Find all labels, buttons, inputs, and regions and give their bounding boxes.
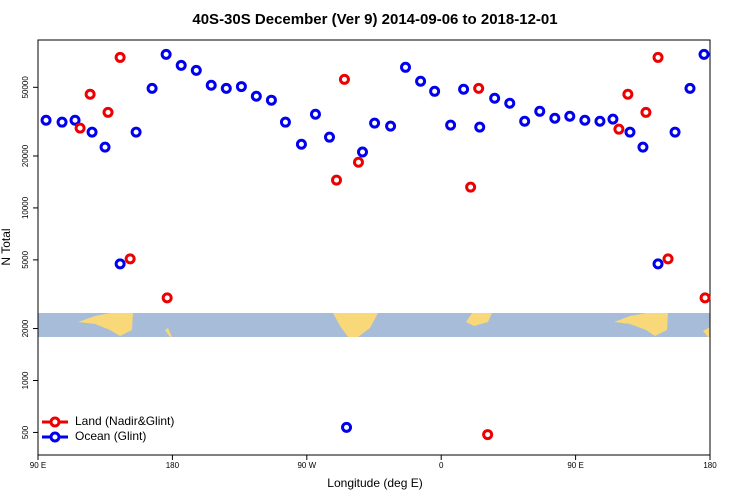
data-point [338, 73, 350, 85]
data-point [579, 114, 591, 126]
data-point [114, 51, 126, 63]
data-point [84, 88, 96, 100]
data-point [519, 115, 531, 127]
data-point [504, 97, 516, 109]
data-point [640, 106, 652, 118]
data-point [175, 59, 187, 71]
data-point [323, 131, 335, 143]
data-point [86, 126, 98, 138]
x-tick-label: 180 [166, 461, 180, 470]
data-point [74, 122, 86, 134]
x-tick-label: 90 W [297, 461, 316, 470]
data-point [357, 146, 369, 158]
y-tick-label: 50000 [21, 76, 30, 99]
data-point [369, 117, 381, 129]
data-point [124, 253, 136, 265]
data-point [205, 79, 217, 91]
data-point [549, 112, 561, 124]
data-point [102, 106, 114, 118]
data-point [415, 75, 427, 87]
data-point [146, 82, 158, 94]
data-point [235, 81, 247, 93]
y-tick-label: 20000 [21, 144, 30, 167]
plot-frame [37, 39, 711, 456]
map-strip [38, 313, 710, 337]
data-point [684, 82, 696, 94]
data-point [637, 141, 649, 153]
data-point [352, 156, 364, 168]
legend-label: Ocean (Glint) [75, 429, 146, 443]
y-tick-label: 2000 [21, 319, 30, 337]
y-axis-label: N Total [0, 228, 13, 265]
data-point [594, 115, 606, 127]
x-tick-label: 0 [439, 461, 444, 470]
data-point [473, 82, 485, 94]
data-point [458, 83, 470, 95]
data-point [698, 48, 710, 60]
data-point [564, 110, 576, 122]
data-point [699, 292, 711, 304]
data-point [40, 114, 52, 126]
data-point [429, 85, 441, 97]
data-point [489, 92, 501, 104]
data-point [400, 61, 412, 73]
y-tick-label: 500 [21, 425, 30, 439]
chart-title: 40S-30S December (Ver 9) 2014-09-06 to 2… [192, 11, 557, 28]
data-point [465, 181, 477, 193]
data-point [474, 121, 486, 133]
data-point [652, 51, 664, 63]
data-point [160, 48, 172, 60]
data-point [56, 116, 68, 128]
legend-label: Land (Nadir&Glint) [75, 414, 174, 428]
data-point [190, 64, 202, 76]
data-point [309, 108, 321, 120]
data-point [482, 429, 494, 441]
x-tick-label: 90 E [567, 461, 583, 470]
data-point [114, 258, 126, 270]
data-point [69, 114, 81, 126]
data-point [607, 113, 619, 125]
legend-swatch [49, 416, 61, 428]
data-point [669, 126, 681, 138]
y-tick-label: 5000 [21, 250, 30, 268]
y-tick-label: 1000 [21, 371, 30, 389]
data-point [250, 90, 262, 102]
data-point [613, 123, 625, 135]
x-axis-label: Longitude (deg E) [327, 476, 422, 490]
data-point [385, 120, 397, 132]
legend-swatch [49, 431, 61, 443]
data-point [265, 94, 277, 106]
data-point [331, 174, 343, 186]
data-point [220, 82, 232, 94]
data-point [279, 116, 291, 128]
data-point [341, 421, 353, 433]
data-point [99, 141, 111, 153]
y-tick-label: 10000 [21, 196, 30, 219]
data-point [622, 88, 634, 100]
x-tick-label: 90 E [30, 461, 46, 470]
data-point [130, 126, 142, 138]
data-point [161, 292, 173, 304]
data-point [652, 258, 664, 270]
data-point [295, 138, 307, 150]
x-tick-label: 180 [703, 461, 717, 470]
data-point [445, 119, 457, 131]
data-point [662, 253, 674, 265]
data-point [624, 126, 636, 138]
data-point [534, 105, 546, 117]
